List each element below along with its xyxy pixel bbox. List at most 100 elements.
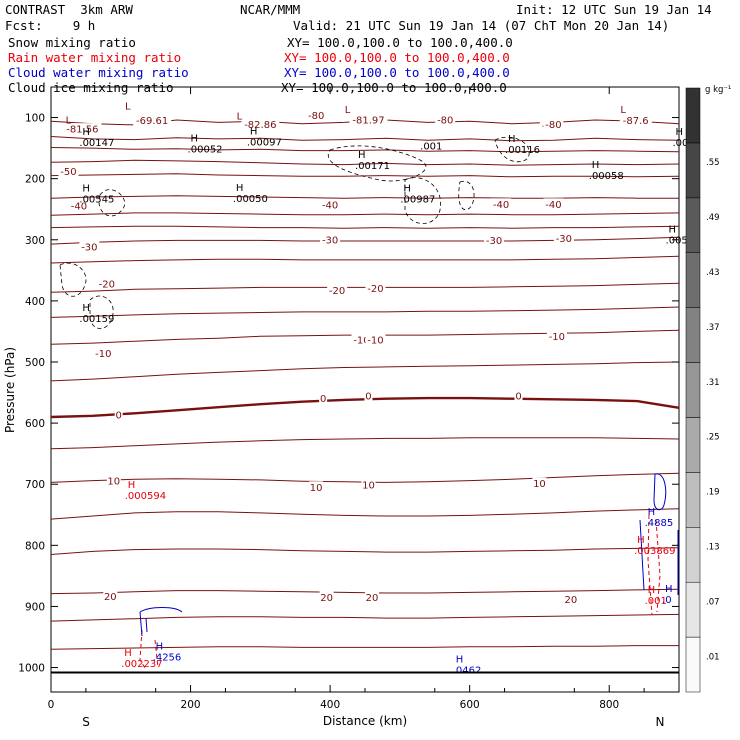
snow-extremum-value-4: .00116 bbox=[505, 145, 540, 156]
y-tick-label: 900 bbox=[25, 601, 45, 613]
contour-label: -81.97 bbox=[352, 116, 384, 127]
x-tick-label: 600 bbox=[460, 699, 480, 711]
x-tick-label: 400 bbox=[320, 699, 340, 711]
contour-label-bg bbox=[364, 390, 373, 402]
contour-label-bg bbox=[553, 232, 574, 244]
contour-label-bg bbox=[306, 109, 327, 121]
temperature-contour-11 bbox=[50, 306, 680, 318]
contour-label: -10 bbox=[353, 336, 369, 347]
temperature-contour-13 bbox=[50, 361, 680, 382]
colorbar-swatch bbox=[685, 527, 701, 583]
legend-cloud-ice-name: Cloud ice mixing ratio bbox=[8, 80, 174, 95]
contour-label: -10 bbox=[367, 336, 383, 347]
rain-extremum-symbol-1: H bbox=[124, 648, 132, 659]
contour-label-bg bbox=[68, 200, 89, 212]
snow-extremum-value-2: .00097 bbox=[247, 137, 282, 148]
y-tick-label: 500 bbox=[25, 357, 45, 369]
cloud-water-extremum-symbol-1: H bbox=[456, 654, 464, 665]
snow-extremum-symbol-10: H bbox=[676, 127, 684, 138]
contour-label: 10 bbox=[107, 477, 120, 488]
contour-label-bg bbox=[241, 118, 280, 130]
snow-extremum-symbol-7: H bbox=[236, 183, 244, 194]
cloud-water-extremum-value-0: .4256 bbox=[153, 652, 182, 663]
contour-label: 10 bbox=[533, 479, 546, 490]
contour-label: -30 bbox=[556, 234, 572, 245]
contour-label: 10 bbox=[362, 480, 375, 491]
rain-dashed-contour-2 bbox=[647, 514, 653, 616]
model-title: CONTRAST 3km ARW bbox=[5, 2, 133, 17]
contour-label-bg bbox=[319, 591, 334, 603]
temperature-contour-7 bbox=[50, 225, 680, 229]
contour-label: -40 bbox=[493, 200, 509, 211]
contour-label-bg bbox=[96, 277, 117, 289]
snow-extremum-value-1: .00052 bbox=[188, 145, 223, 156]
x-tick-label: 800 bbox=[599, 699, 619, 711]
snow-extremum-value-0: .00147 bbox=[79, 138, 114, 149]
contour-label: -50 bbox=[60, 167, 76, 178]
colorbar-swatch bbox=[685, 252, 701, 308]
x-tick-label: 200 bbox=[181, 699, 201, 711]
contour-label: -80 bbox=[308, 111, 324, 122]
contour-label: -69.61 bbox=[136, 116, 168, 127]
cloud-water-extremum-symbol-3: H bbox=[665, 584, 673, 595]
contour-label: 0 bbox=[320, 394, 326, 405]
y-tick-label: 800 bbox=[25, 540, 45, 552]
y-tick-label: 100 bbox=[25, 113, 45, 125]
snow-extremum-symbol-0: H bbox=[82, 127, 90, 138]
colorbar-level-label: .43 bbox=[706, 268, 720, 278]
y-tick-label: 200 bbox=[25, 174, 45, 186]
contour-label-bg bbox=[103, 590, 118, 602]
north-end-label: N bbox=[656, 715, 665, 729]
rain-extremum-value-3: .001 bbox=[645, 596, 667, 607]
cloud-water-extremum-symbol-0: H bbox=[156, 641, 164, 652]
snow-contour-label-5: L bbox=[620, 105, 626, 116]
snow-contour-label-1: L bbox=[66, 116, 72, 127]
snow-contour-label-2: L bbox=[125, 102, 131, 113]
snow-extremum-symbol-9: H bbox=[669, 225, 677, 236]
legend-snow-name: Snow mixing ratio bbox=[8, 35, 136, 50]
colorbar-level-label: .07 bbox=[706, 597, 720, 607]
contour-label-bg bbox=[319, 392, 328, 404]
rain-extremum-value-1: .002237 bbox=[121, 659, 162, 670]
snow-extremum-value-9: .005 bbox=[666, 236, 688, 247]
snow-extremum-value-5: .00058 bbox=[589, 171, 624, 182]
contour-label-bg bbox=[361, 478, 376, 490]
colorbar-level-label: .13 bbox=[706, 542, 720, 552]
colorbar-swatch bbox=[685, 581, 701, 638]
snow-dashed-contour-3 bbox=[327, 145, 427, 182]
contour-label: 0 bbox=[365, 392, 371, 403]
legend-cloud-water-name: Cloud water mixing ratio bbox=[8, 65, 189, 80]
valid-time: Valid: 21 UTC Sun 19 Jan 14 (07 ChT Mon … bbox=[293, 18, 669, 33]
contour-label: 0 bbox=[515, 392, 521, 403]
cloud-water-extremum-value-2: .4885 bbox=[645, 518, 674, 529]
contour-label-bg bbox=[365, 282, 386, 294]
y-tick-label: 1000 bbox=[18, 663, 45, 675]
snow-contour-label-3: L bbox=[237, 111, 243, 122]
snow-dashed-contour-0 bbox=[98, 189, 126, 217]
temperature-contour-15 bbox=[50, 437, 680, 450]
cloud-water-extremum-value-3: .0 bbox=[662, 595, 672, 606]
contour-label: -40 bbox=[71, 202, 87, 213]
contour-label: -30 bbox=[322, 235, 338, 246]
colorbar-swatch bbox=[685, 362, 701, 418]
contour-label: -10 bbox=[549, 332, 565, 343]
colorbar-swatch bbox=[685, 197, 701, 253]
contour-label: 20 bbox=[366, 593, 379, 604]
x-tick-label: 0 bbox=[48, 699, 55, 711]
contour-label-bg bbox=[309, 481, 324, 493]
cloud-water-extremum-symbol-2: H bbox=[648, 507, 656, 518]
contour-label-bg bbox=[114, 409, 123, 421]
contour-label-bg bbox=[320, 198, 341, 210]
contour-label-bg bbox=[63, 123, 102, 135]
snow-contour-label-0: .001 bbox=[420, 141, 442, 152]
temperature-contour-18 bbox=[50, 547, 680, 555]
contour-label-bg bbox=[93, 347, 114, 359]
snow-extremum-symbol-3: H bbox=[358, 150, 366, 161]
snow-dashed-contour-5 bbox=[458, 180, 475, 210]
rain-extremum-symbol-2: H bbox=[637, 535, 645, 546]
snow-dashed-contour-6 bbox=[494, 136, 530, 163]
y-tick-label: 300 bbox=[25, 235, 45, 247]
snow-extremum-symbol-8: H bbox=[403, 184, 411, 195]
